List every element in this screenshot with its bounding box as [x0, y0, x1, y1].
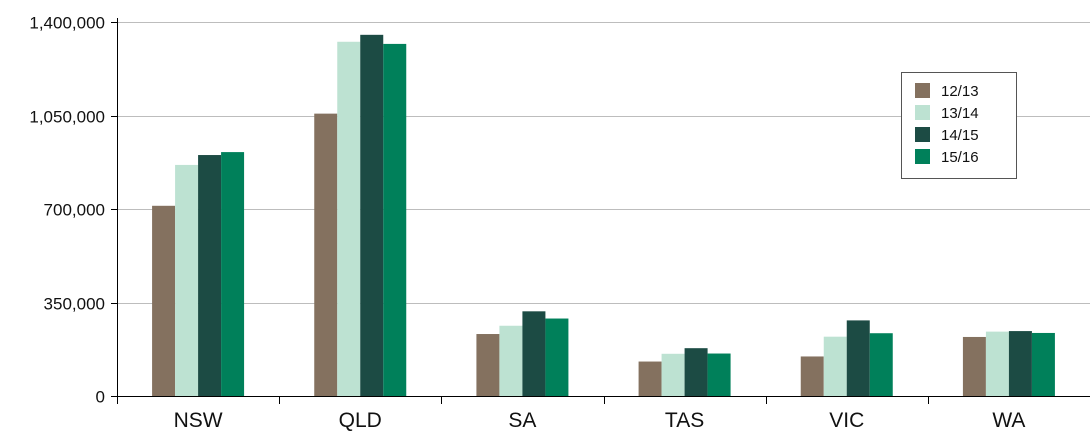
bar-vic-13-14 [823, 336, 847, 396]
x-category-label: QLD [339, 409, 382, 432]
bar-sa-15-16 [545, 318, 569, 396]
legend-swatch [915, 83, 930, 98]
bar-tas-12-13 [638, 361, 662, 396]
bar-nsw-13-14 [175, 164, 199, 396]
axes [117, 18, 1090, 404]
bar-tas-15-16 [707, 353, 731, 396]
x-category-label: TAS [665, 409, 704, 432]
x-category-label: SA [508, 409, 536, 432]
bar-nsw-12-13 [152, 205, 176, 396]
bar-nsw-14-15 [198, 155, 222, 396]
y-tick-label: 0 [96, 388, 105, 407]
gridlines [117, 22, 1090, 304]
legend-label: 12/13 [941, 83, 979, 100]
bar-wa-13-14 [985, 331, 1009, 396]
bar-sa-14-15 [522, 311, 546, 396]
legend-swatch [915, 149, 930, 164]
bar-tas-13-14 [661, 353, 685, 396]
legend-swatch [915, 127, 930, 142]
legend-label: 14/15 [941, 127, 979, 144]
legend-label: 13/14 [941, 105, 979, 122]
bar-vic-12-13 [800, 356, 824, 396]
legend-swatch [915, 105, 930, 120]
bar-wa-15-16 [1031, 332, 1055, 396]
bar-vic-14-15 [846, 320, 870, 396]
y-tick-label: 700,000 [44, 201, 105, 220]
x-category-label: VIC [829, 409, 864, 432]
bar-tas-14-15 [684, 348, 708, 396]
x-category-label: WA [992, 409, 1025, 432]
bar-sa-13-14 [499, 325, 523, 396]
bar-qld-14-15 [360, 34, 384, 397]
legend-label: 15/16 [941, 149, 979, 166]
x-category-label: NSW [174, 409, 223, 432]
legend: 12/13 13/14 14/15 15/16 [901, 72, 1017, 179]
bars [152, 34, 1055, 397]
bar-qld-12-13 [314, 113, 338, 396]
bar-nsw-15-16 [221, 152, 245, 396]
x-axis-labels: NSW QLD SA TAS VIC WA [174, 409, 1026, 432]
y-tick-label: 1,050,000 [29, 108, 105, 127]
bar-sa-12-13 [476, 334, 500, 396]
y-tick-label: 350,000 [44, 295, 105, 314]
bar-wa-12-13 [962, 336, 986, 396]
bar-qld-15-16 [383, 43, 407, 397]
y-tick-label: 1,400,000 [29, 14, 105, 33]
y-axis-ticks: 0 350,000 700,000 1,050,000 1,400,000 [29, 14, 117, 407]
bar-vic-15-16 [869, 333, 893, 396]
bar-qld-13-14 [337, 41, 361, 397]
bar-wa-14-15 [1008, 331, 1032, 396]
